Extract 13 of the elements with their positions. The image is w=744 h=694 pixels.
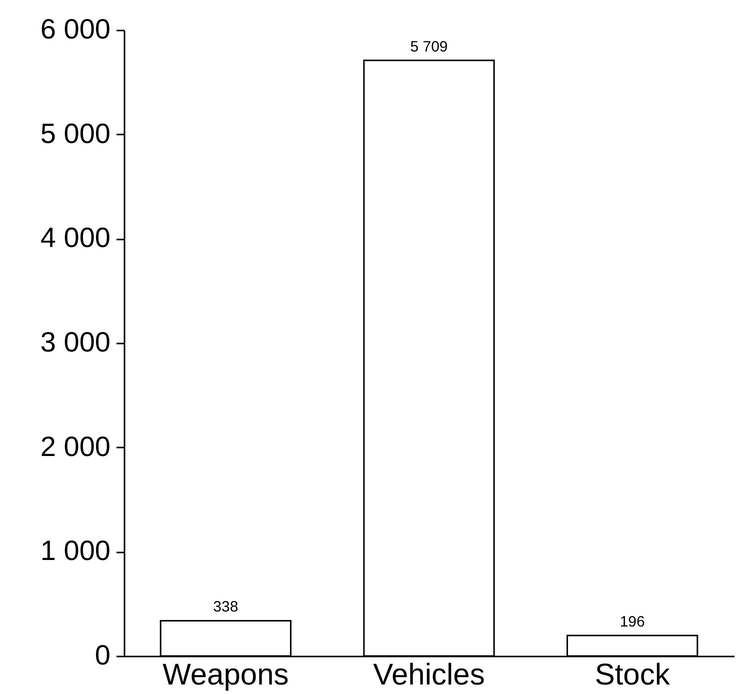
- y-tick-label: 5 000: [40, 118, 110, 149]
- y-tick-label: 3 000: [40, 326, 110, 358]
- x-tick-label: Vehicles: [373, 658, 485, 692]
- y-tick-label: 4 000: [40, 222, 110, 254]
- x-tick-label: Weapons: [162, 658, 289, 692]
- y-tick-label: 2 000: [40, 430, 110, 462]
- data-label: 196: [620, 614, 645, 631]
- data-label: 5 709: [410, 38, 448, 56]
- y-tick-label: 0: [94, 640, 110, 670]
- y-tick-label: 6 000: [40, 14, 110, 44]
- x-tick-label: Stock: [594, 658, 671, 692]
- data-label: 338: [213, 598, 238, 616]
- y-tick-label: 1 000: [40, 535, 110, 566]
